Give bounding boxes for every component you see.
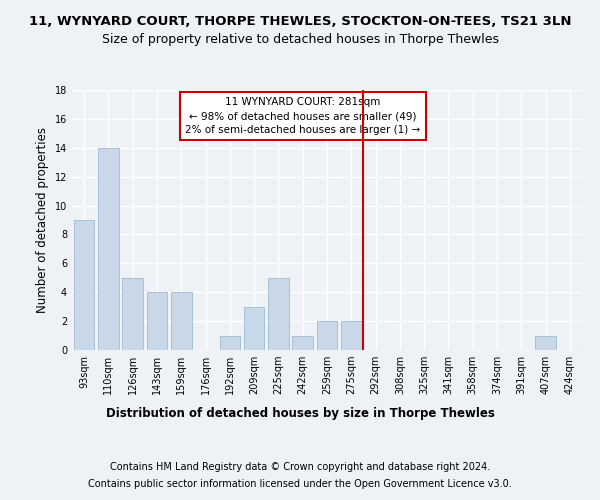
Text: Size of property relative to detached houses in Thorpe Thewles: Size of property relative to detached ho… — [101, 32, 499, 46]
Bar — [122, 278, 143, 350]
Bar — [146, 292, 167, 350]
Bar — [341, 321, 362, 350]
Bar — [244, 306, 265, 350]
Text: 11 WYNYARD COURT: 281sqm
← 98% of detached houses are smaller (49)
2% of semi-de: 11 WYNYARD COURT: 281sqm ← 98% of detach… — [185, 97, 421, 135]
Bar — [535, 336, 556, 350]
Text: Contains public sector information licensed under the Open Government Licence v3: Contains public sector information licen… — [88, 479, 512, 489]
Bar — [98, 148, 119, 350]
Bar — [74, 220, 94, 350]
Bar — [317, 321, 337, 350]
Text: Distribution of detached houses by size in Thorpe Thewles: Distribution of detached houses by size … — [106, 408, 494, 420]
Bar — [268, 278, 289, 350]
Bar — [292, 336, 313, 350]
Bar — [220, 336, 240, 350]
Y-axis label: Number of detached properties: Number of detached properties — [36, 127, 49, 313]
Bar — [171, 292, 191, 350]
Text: 11, WYNYARD COURT, THORPE THEWLES, STOCKTON-ON-TEES, TS21 3LN: 11, WYNYARD COURT, THORPE THEWLES, STOCK… — [29, 15, 571, 28]
Text: Contains HM Land Registry data © Crown copyright and database right 2024.: Contains HM Land Registry data © Crown c… — [110, 462, 490, 472]
